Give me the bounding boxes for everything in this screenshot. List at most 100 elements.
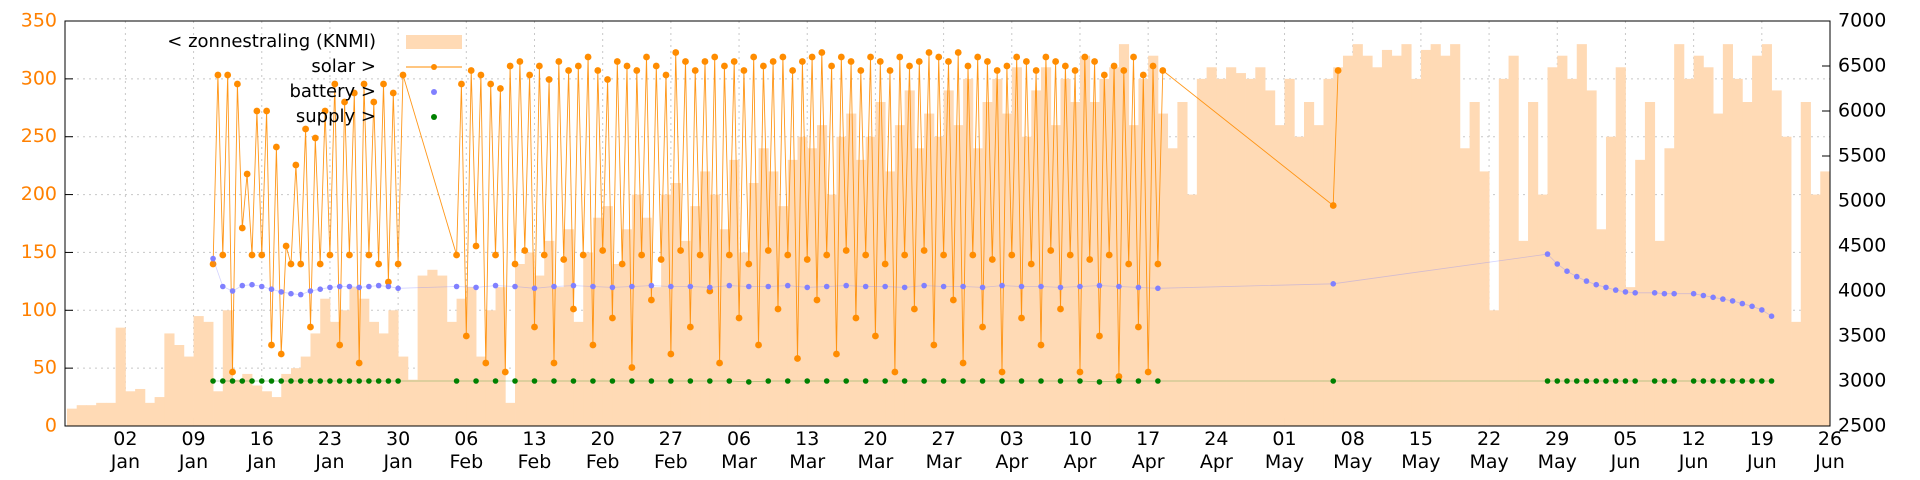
irradiance-bar xyxy=(1352,44,1363,427)
data-point xyxy=(1115,373,1123,380)
data-point xyxy=(249,281,255,288)
data-point xyxy=(726,282,733,289)
irradiance-bar xyxy=(485,310,496,426)
data-point xyxy=(842,247,850,254)
irradiance-bar xyxy=(1498,78,1509,426)
data-point xyxy=(1096,332,1103,340)
data-point xyxy=(453,283,460,290)
legend-label: supply > xyxy=(296,106,376,127)
data-point xyxy=(1661,290,1668,297)
irradiance-bar xyxy=(105,402,117,426)
data-point xyxy=(726,378,733,384)
data-point xyxy=(672,49,680,56)
data-point xyxy=(921,282,927,289)
data-point xyxy=(648,282,655,289)
data-point xyxy=(818,49,826,56)
data-point xyxy=(307,378,314,384)
data-point xyxy=(609,314,616,322)
data-point xyxy=(882,378,888,384)
irradiance-bar xyxy=(203,321,214,426)
legend-label: < zonnestraling (KNMI) xyxy=(167,31,376,52)
irradiance-bar xyxy=(622,229,633,426)
irradiance-bar xyxy=(1187,194,1198,426)
data-point xyxy=(375,260,383,268)
data-point xyxy=(745,283,752,290)
irradiance-bar xyxy=(1216,78,1227,426)
data-point xyxy=(574,62,582,70)
data-point xyxy=(214,71,222,79)
irradiance-bar xyxy=(836,136,847,426)
legend: < zonnestraling (KNMI) solar > battery > su… xyxy=(167,31,462,127)
data-point xyxy=(1047,247,1055,254)
data-point xyxy=(794,355,801,362)
irradiance-bar xyxy=(1089,102,1100,426)
data-point xyxy=(258,378,265,384)
data-point xyxy=(1125,260,1133,268)
data-point xyxy=(258,283,265,290)
data-point xyxy=(278,378,285,384)
irradiance-bar xyxy=(154,397,165,426)
data-point xyxy=(268,341,275,349)
data-point xyxy=(696,251,704,259)
data-point xyxy=(668,283,674,290)
y-tick-label: 150 xyxy=(21,241,57,263)
irradiance-bar xyxy=(1235,73,1246,427)
data-point xyxy=(302,125,309,133)
data-point xyxy=(760,62,767,70)
data-point xyxy=(730,58,738,65)
irradiance-bar xyxy=(1791,321,1802,426)
irradiance-bar xyxy=(368,321,380,426)
data-point xyxy=(1612,378,1619,384)
x-tick-label: 12 Jun xyxy=(1678,428,1709,473)
data-point xyxy=(565,67,572,74)
irradiance-bar xyxy=(894,125,906,427)
irradiance-bar xyxy=(495,287,506,426)
x-tick-label: 27 Feb xyxy=(654,428,688,473)
data-point xyxy=(356,378,362,384)
irradiance-bar xyxy=(271,397,282,426)
irradiance-bar xyxy=(885,171,896,426)
data-point xyxy=(1027,260,1035,268)
data-point xyxy=(458,80,465,88)
data-point xyxy=(769,58,777,65)
data-point xyxy=(647,296,655,304)
data-point xyxy=(307,323,314,331)
data-point xyxy=(896,53,904,61)
irradiance-bar xyxy=(1635,159,1646,426)
data-point xyxy=(512,283,518,290)
irradiance-bar xyxy=(1537,194,1548,426)
data-point xyxy=(930,341,938,349)
x-tick-label: 01 May xyxy=(1264,428,1305,473)
legend-marker xyxy=(431,114,437,120)
irradiance-bar xyxy=(1810,194,1821,426)
irradiance-bar xyxy=(631,194,643,426)
data-point xyxy=(210,378,216,384)
irradiance-bar xyxy=(1274,125,1285,427)
legend-swatch xyxy=(406,35,462,49)
data-point xyxy=(487,80,495,88)
data-point xyxy=(1554,378,1561,384)
y-tick-label: 50 xyxy=(33,357,57,379)
data-point xyxy=(843,282,849,289)
data-point xyxy=(531,378,538,384)
irradiance-bar xyxy=(144,402,156,426)
data-point xyxy=(331,80,339,88)
data-point xyxy=(707,284,713,291)
x-tick-label: 20 Mar xyxy=(857,428,894,473)
data-point xyxy=(307,288,314,294)
irradiance-bar xyxy=(339,310,350,426)
irradiance-bar xyxy=(1021,136,1032,426)
data-point xyxy=(1135,323,1142,331)
data-point xyxy=(590,283,596,290)
data-point xyxy=(1603,378,1609,384)
irradiance-bar xyxy=(709,194,720,426)
irradiance-bar xyxy=(797,136,808,426)
data-point xyxy=(1759,378,1765,384)
data-point xyxy=(560,256,568,263)
data-point xyxy=(974,53,982,61)
data-point xyxy=(1003,62,1011,70)
data-point xyxy=(1096,379,1103,385)
data-point xyxy=(272,143,280,151)
data-point xyxy=(263,107,271,115)
